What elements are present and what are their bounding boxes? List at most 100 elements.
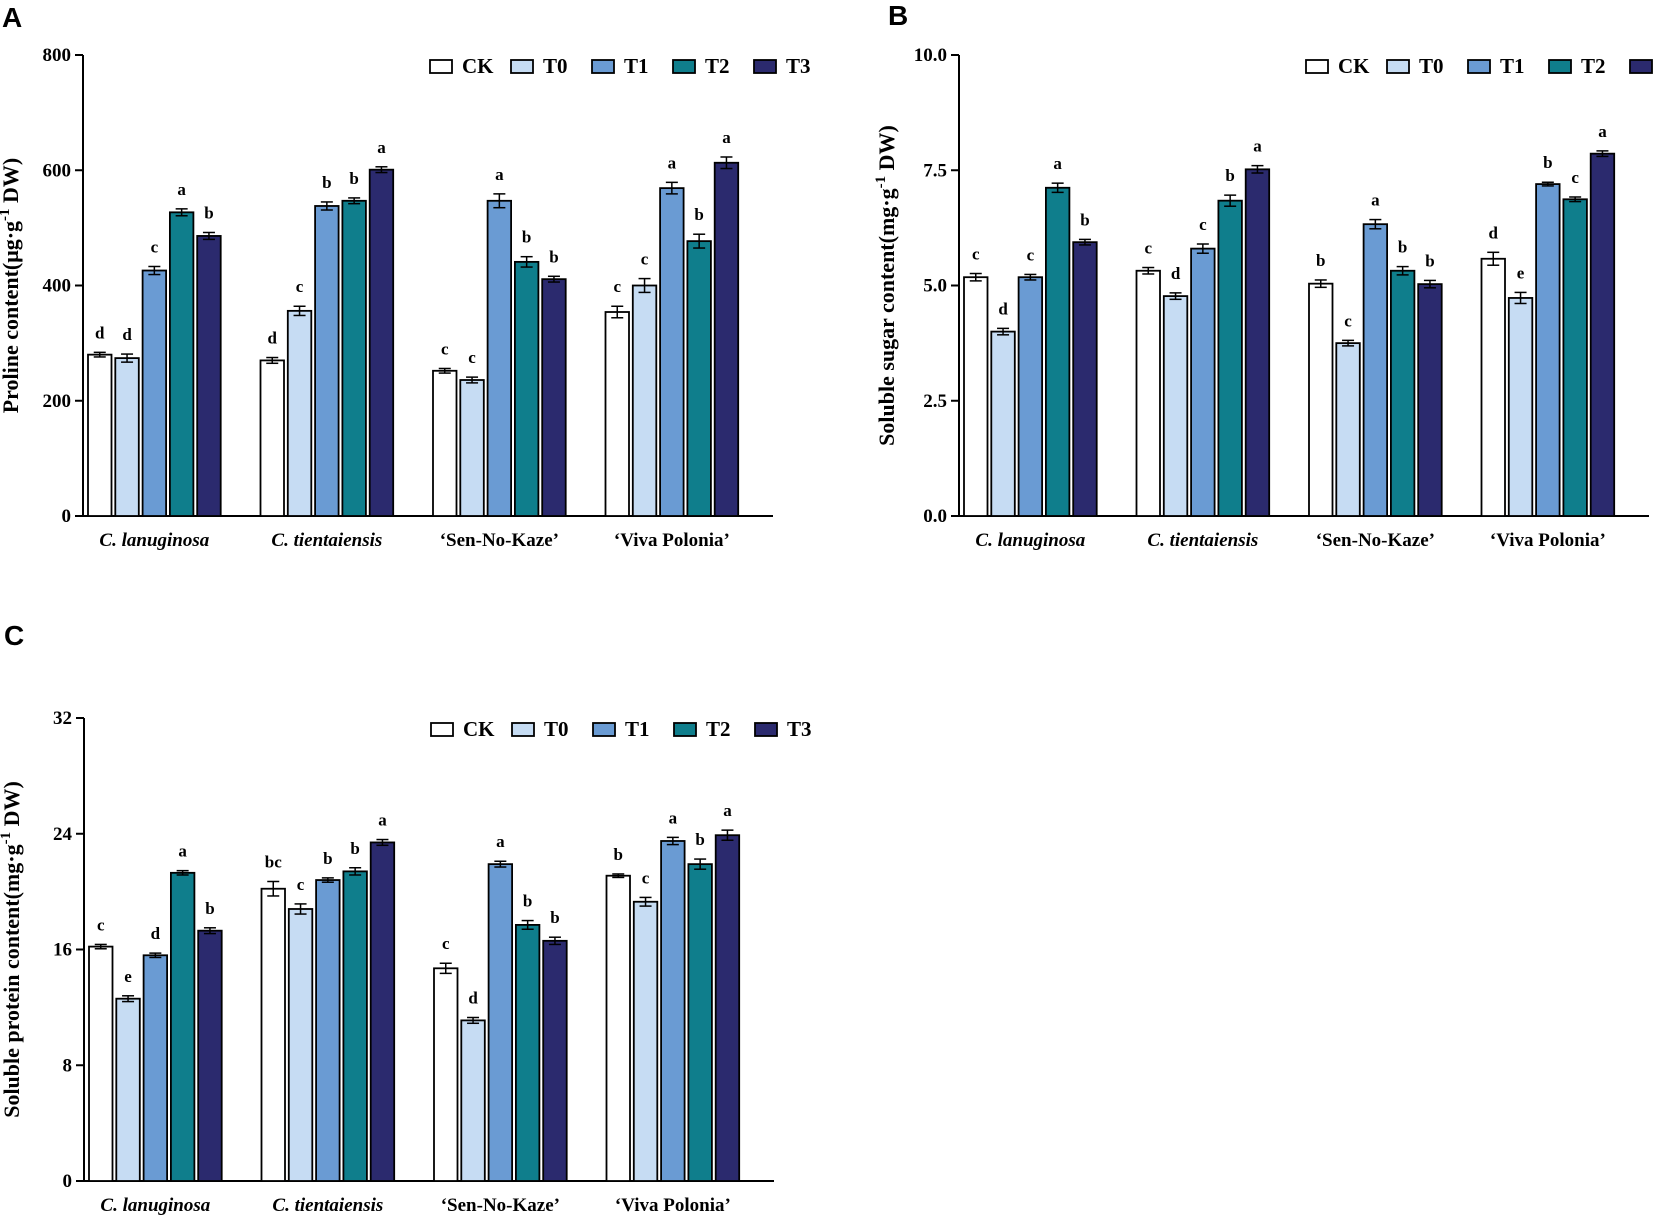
bar-t0 [460,1019,486,1182]
significance-letter: a [722,128,731,147]
panel-c: C 0 8 16 24 32 Soluble protein content(mg·g-1… [0,620,812,1215]
significance-letter: a [668,153,677,172]
x-category-label: C. tientaiensis [271,530,382,551]
panel-b-plot: 0.0 2.5 5.0 7.5 10.0 Soluble sugar content(mg… [873,45,1653,551]
legend-swatch-t1 [592,722,616,737]
significance-letter: b [549,247,558,266]
y-tick-label: 2.5 [923,391,947,412]
y-tick-label: 16 [53,940,72,961]
significance-letter: b [522,228,531,247]
significance-letter: a [1053,154,1062,173]
bar-t3 [369,841,396,1182]
significance-letter: a [496,832,505,851]
bar-t2 [686,240,712,517]
bar-t0 [631,284,658,517]
significance-letter: b [1080,210,1089,229]
bar-t0 [1162,295,1189,517]
legend-label-t2: T2 [705,54,730,78]
legend-label-t1: T1 [624,54,649,78]
bar-ck [963,276,989,517]
legend-label-t2: T2 [1581,54,1606,78]
y-tick-label: 10.0 [914,45,947,66]
legend-swatch-t3 [754,722,778,737]
x-category-label: C. lanuginosa [100,1195,210,1215]
significance-letter: c [642,868,650,887]
legend-swatch-t3 [1629,59,1653,74]
panel-a: A 0 200 400 600 800 Proline content(μg·g-1 DW… [0,2,811,551]
x-category-label: ‘Viva Polonia’ [614,530,730,551]
y-axis-title-main: Soluble sugar content(mg·g [874,188,899,446]
legend-swatch-t1 [1467,59,1491,74]
legend-label-t0: T0 [544,717,569,741]
y-tick-label: 0.0 [923,506,947,527]
y-axis-title-superscript: -1 [873,176,889,189]
bar-t2 [1217,199,1243,517]
panel-letter-a: A [2,2,22,33]
significance-letter: bc [265,852,282,871]
bar-ck [87,353,113,517]
bar-t1 [1190,247,1216,517]
y-axis-title: Proline content(μg·g-1 DW) [0,158,23,414]
significance-letter: a [178,842,187,861]
x-category-label: C. lanuginosa [975,530,1085,551]
bar-t2 [687,863,713,1182]
y-axis-title-main: Proline content(μg·g [0,221,23,413]
bar-t3 [714,834,741,1182]
significance-letter: c [1199,215,1207,234]
significance-letter: b [205,899,214,918]
significance-letter: b [1543,153,1552,172]
significance-letter: b [694,205,703,224]
y-tick-label: 0 [63,1171,73,1192]
significance-letter: d [1171,264,1181,283]
bar-t2 [515,924,541,1182]
bar-t1 [1535,183,1561,517]
significance-letter: b [322,173,331,192]
significance-letter: a [1371,191,1380,210]
significance-letter: b [550,908,559,927]
y-tick-label: 800 [43,45,72,66]
significance-letter: c [297,875,305,894]
legend-label-ck: CK [462,54,494,78]
significance-letter: a [495,165,504,184]
legend-swatch-ck [429,59,453,74]
significance-letter: c [1144,239,1152,258]
bar-t3 [1244,168,1271,517]
bar-t1 [314,205,340,517]
bar-t3 [1072,241,1098,517]
significance-letter: a [1598,122,1607,141]
significance-letter: e [124,967,132,986]
y-tick-label: 24 [53,824,73,845]
bar-t0 [286,309,313,517]
significance-letter: c [613,277,621,296]
bar-t0 [632,900,659,1182]
x-category-label: ‘Viva Polonia’ [1490,530,1606,551]
y-tick-label: 600 [43,160,72,181]
significance-letter: c [1344,311,1352,330]
significance-letter: c [441,339,449,358]
significance-letter: d [1489,223,1499,242]
significance-letter: b [1316,251,1325,270]
bar-t0 [115,997,141,1182]
significance-letter: d [151,924,161,943]
bar-t3 [713,161,740,517]
bar-t2 [514,260,540,517]
bar-t0 [114,357,140,517]
y-axis-title: Soluble sugar content(mg·g-1 DW) [873,125,899,446]
y-tick-label: 400 [43,276,72,297]
y-axis-title-tail: DW) [0,158,23,209]
significance-letter: b [350,839,359,858]
bar-t2 [169,871,196,1182]
y-tick-label: 5.0 [923,276,947,297]
legend-swatch-t2 [673,722,697,737]
legend-swatch-t0 [511,722,535,737]
bar-t0 [459,379,485,517]
y-tick-label: 0 [62,506,72,527]
bar-t1 [1362,223,1388,517]
significance-letter: c [1027,245,1035,264]
panel-letter-c: C [4,620,24,651]
bar-ck [1308,282,1334,517]
bar-t2 [1562,198,1588,517]
bar-t1 [1017,276,1043,517]
y-tick-label: 200 [43,391,72,412]
